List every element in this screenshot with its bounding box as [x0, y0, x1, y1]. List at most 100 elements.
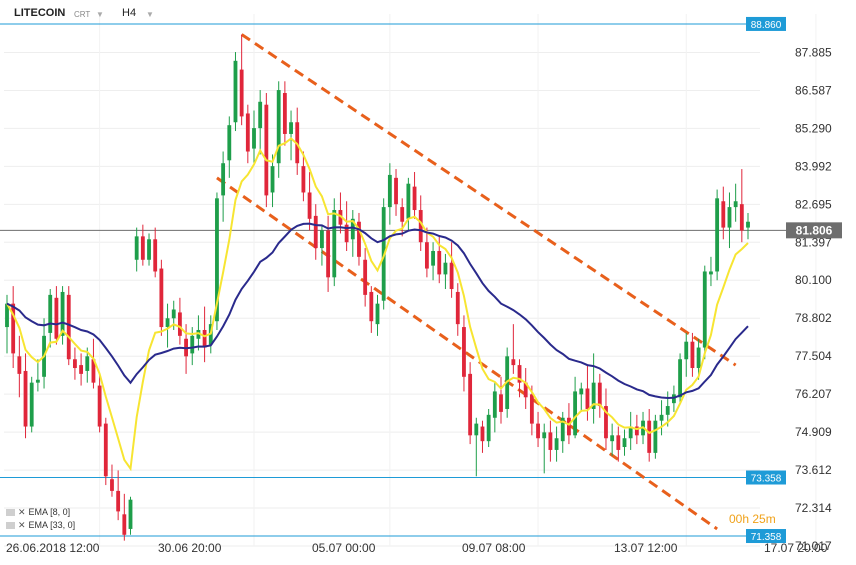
horizontal-levels [0, 23, 786, 537]
candle-body [17, 356, 22, 374]
candle-body [215, 198, 219, 322]
trend-channel [216, 33, 737, 531]
candle-body [529, 394, 534, 424]
candle-body [60, 291, 65, 336]
x-tick-label: 09.07 08:00 [462, 541, 526, 555]
x-tick-label: 05.07 00:00 [312, 541, 376, 555]
candle-body [110, 479, 114, 491]
candle-body [597, 382, 602, 407]
y-tick-label: 87.885 [795, 45, 832, 59]
candle-body [418, 210, 423, 243]
level-labels: 88.860 73.358 71.358 81.806 [746, 16, 842, 544]
y-tick-label: 81.397 [795, 235, 832, 249]
candle-body [431, 250, 435, 266]
symbol-selector[interactable]: LITECOIN [14, 7, 66, 19]
indicator-settings-icon[interactable] [6, 522, 15, 530]
candle-body [276, 90, 281, 164]
candle-body [659, 414, 664, 421]
level-label-box [746, 529, 786, 544]
candle-body [696, 347, 701, 369]
candle-body [301, 166, 306, 193]
candle-body [221, 163, 226, 196]
candle-body [517, 365, 522, 383]
candle-body [455, 291, 460, 325]
candle-body [177, 312, 182, 336]
indicator-ema-slow[interactable]: ✕ EMA [33, 0] [6, 520, 75, 531]
ema-fast-line [6, 137, 749, 472]
indicator-settings-icon[interactable] [6, 509, 15, 517]
indicator-ema-fast[interactable]: ✕ EMA [8, 0] [6, 507, 70, 518]
close-icon[interactable]: ✕ [18, 520, 26, 530]
candle-body [307, 192, 312, 219]
candle-body [190, 335, 195, 354]
level-label-text: 73.358 [751, 474, 782, 485]
candle-body [604, 406, 608, 439]
candle-body [357, 221, 361, 257]
candle-body [678, 359, 682, 398]
x-tick-label: 13.07 12:00 [614, 541, 678, 555]
candle-body [23, 370, 28, 427]
candle-body [54, 297, 59, 339]
y-tick-label: 80.100 [795, 273, 832, 287]
candle-body [462, 327, 466, 377]
candle-body [344, 224, 349, 243]
candle-body [202, 329, 207, 348]
candle-body [332, 210, 337, 278]
candle-body [511, 359, 516, 366]
candle-body [733, 201, 738, 208]
x-tick-label: 26.06.2018 12:00 [6, 541, 100, 555]
candles [5, 34, 750, 541]
indicator-params: [8, 0] [50, 507, 71, 517]
candle-body [85, 356, 90, 371]
candle-body [424, 242, 429, 269]
candle-body [554, 438, 559, 450]
candle-body [165, 318, 170, 328]
y-tick-label: 72.314 [795, 501, 832, 515]
candle-body [548, 432, 553, 450]
time-axis: 26.06.2018 12:00 30.06 20:00 05.07 00:00 09… [6, 541, 828, 555]
y-tick-label: 83.992 [795, 159, 832, 173]
chart-style-selector[interactable]: CRT [74, 10, 91, 19]
candle-body [542, 432, 547, 439]
current-price-text: 81.806 [796, 223, 833, 237]
candle-body [394, 177, 398, 205]
candle-body [320, 230, 324, 249]
candle-body [48, 294, 53, 333]
candle-body [591, 382, 596, 409]
candle-body [468, 373, 473, 436]
candle-body [363, 259, 368, 295]
candle-countdown: 00h 25m [729, 512, 776, 526]
y-tick-label: 76.207 [795, 387, 832, 401]
y-tick-label: 77.504 [795, 349, 832, 363]
candle-body [616, 435, 621, 450]
candle-body [375, 303, 380, 325]
chevron-down-icon[interactable]: ▼ [146, 10, 154, 19]
candle-body [499, 394, 503, 412]
y-tick-label: 71.017 [795, 539, 832, 553]
candle-body [647, 420, 652, 453]
candle-body [350, 218, 355, 240]
candle-body [282, 92, 287, 134]
candle-body [727, 207, 732, 228]
current-price-box [786, 222, 842, 239]
candle-body [443, 262, 448, 275]
candle-body [196, 329, 201, 339]
candle-body [449, 262, 454, 290]
candle-body [610, 435, 615, 442]
candle-body [35, 379, 40, 383]
ema-slow-line [6, 222, 749, 400]
candle-body [258, 101, 263, 129]
chevron-down-icon[interactable]: ▼ [96, 10, 104, 19]
candle-body [709, 271, 713, 275]
candle-body [573, 391, 578, 436]
close-icon[interactable]: ✕ [18, 507, 26, 517]
y-tick-label: 73.612 [795, 463, 832, 477]
candle-body [159, 268, 164, 328]
candle-body [128, 499, 133, 529]
y-tick-label: 74.909 [795, 425, 832, 439]
timeframe-selector[interactable]: H4 [122, 7, 137, 19]
candle-body [264, 104, 269, 196]
price-axis: 87.885 86.587 85.290 83.992 82.695 81.397 80.1… [795, 45, 832, 553]
candle-body [171, 309, 176, 319]
